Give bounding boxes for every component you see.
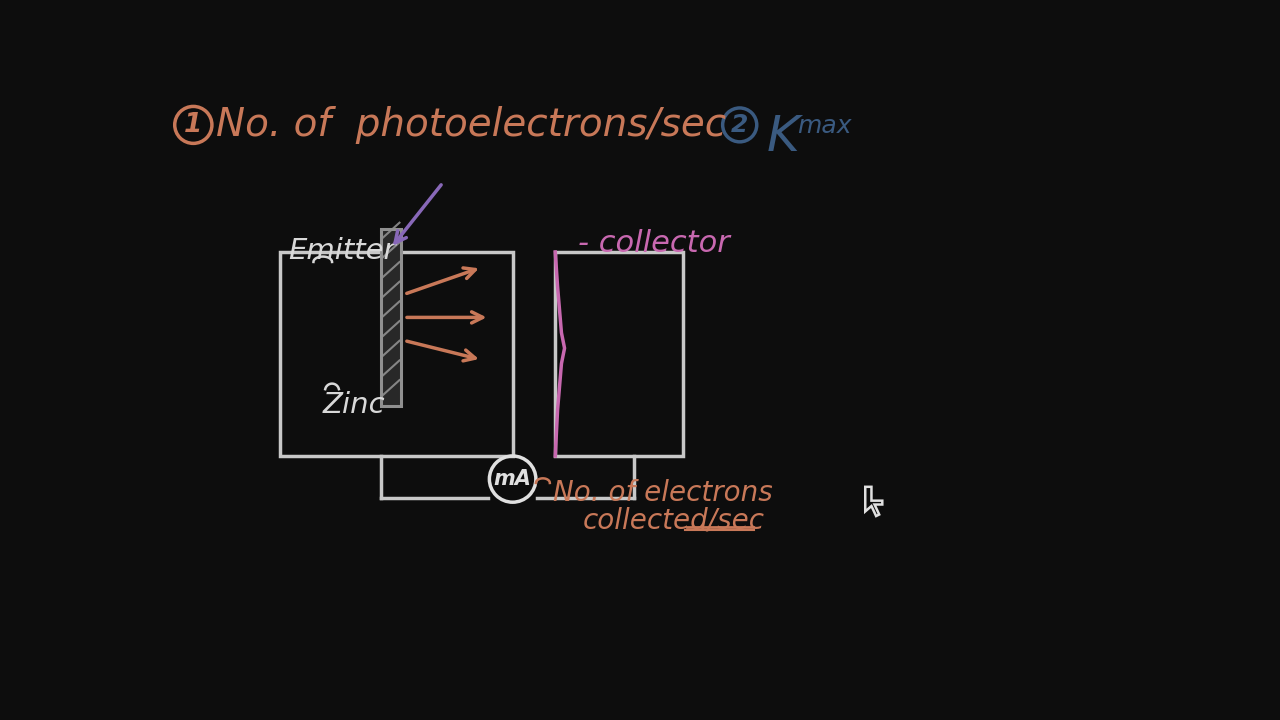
Text: collected/sec: collected/sec [582,506,764,534]
Text: mA: mA [494,469,531,489]
Text: K: K [767,113,800,161]
Text: 1: 1 [184,112,202,138]
Text: No. of  photoelectrons/sec: No. of photoelectrons/sec [216,106,726,144]
Text: Zinc: Zinc [323,390,385,418]
Text: max: max [797,114,851,138]
Bar [381,229,401,406]
Text: 2: 2 [731,113,749,137]
Bar [556,252,684,456]
Text: - collector: - collector [579,229,731,258]
Text: Emitter: Emitter [288,237,396,264]
Bar [280,252,512,456]
Text: No. of electrons: No. of electrons [553,479,773,507]
